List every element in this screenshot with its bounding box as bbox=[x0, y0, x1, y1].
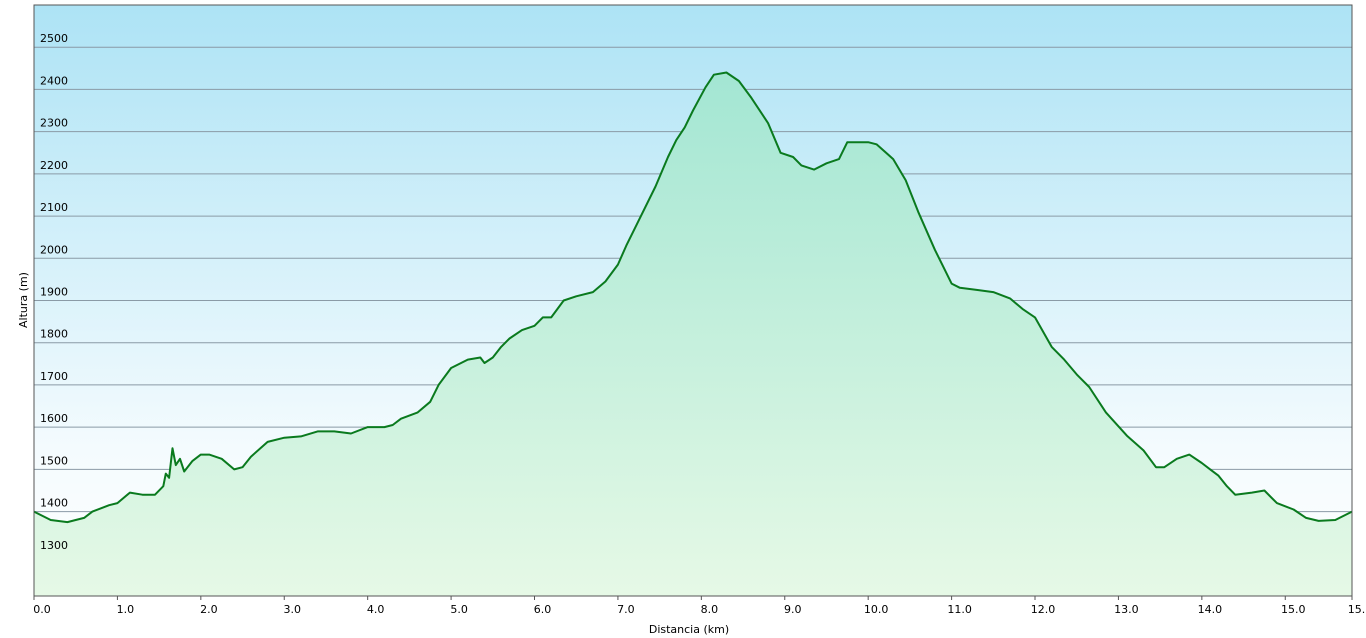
x-tick-label: 10.0 bbox=[864, 603, 889, 616]
y-tick-label: 1500 bbox=[40, 454, 68, 467]
elevation-line bbox=[33, 71, 1353, 524]
y-axis-title: Altura (m) bbox=[17, 272, 30, 328]
plot-frame bbox=[33, 4, 1353, 597]
x-tick-label: 4.0 bbox=[367, 603, 385, 616]
x-tick-label: 13.0 bbox=[1114, 603, 1139, 616]
y-tick-label: 2000 bbox=[40, 243, 68, 256]
x-tick-label: 15.0 bbox=[1281, 603, 1306, 616]
x-tick-label: 14.0 bbox=[1198, 603, 1223, 616]
y-tick-label: 1900 bbox=[40, 286, 68, 299]
y-tick-label: 2300 bbox=[40, 117, 68, 130]
y-tick-label: 2200 bbox=[40, 159, 68, 172]
x-tick-label: 8.0 bbox=[701, 603, 719, 616]
y-tick-label: 1800 bbox=[40, 328, 68, 341]
y-tick-label: 2400 bbox=[40, 74, 68, 87]
y-tick-label: 2100 bbox=[40, 201, 68, 214]
x-tick-label: 5.0 bbox=[450, 603, 468, 616]
y-tick-label: 1700 bbox=[40, 370, 68, 383]
x-axis-title: Distancia (km) bbox=[649, 623, 729, 636]
x-tick-label: 6.0 bbox=[534, 603, 552, 616]
area-fill bbox=[34, 72, 1352, 596]
x-tick-label: 12.0 bbox=[1031, 603, 1056, 616]
x-tick-label: 0.0 bbox=[33, 603, 51, 616]
y-tick-label: 1400 bbox=[40, 497, 68, 510]
y-tick-label: 2500 bbox=[40, 32, 68, 45]
y-tick-label: 1600 bbox=[40, 412, 68, 425]
x-tick-label: 3.0 bbox=[284, 603, 302, 616]
x-tick-label: 11.0 bbox=[947, 603, 972, 616]
x-tick-label: 2.0 bbox=[200, 603, 218, 616]
x-tick-label: 1.0 bbox=[117, 603, 135, 616]
x-tick-label: 15.8 bbox=[1348, 603, 1366, 616]
x-tick-label: 9.0 bbox=[784, 603, 802, 616]
x-tick-label: 7.0 bbox=[617, 603, 635, 616]
y-tick-label: 1300 bbox=[40, 539, 68, 552]
